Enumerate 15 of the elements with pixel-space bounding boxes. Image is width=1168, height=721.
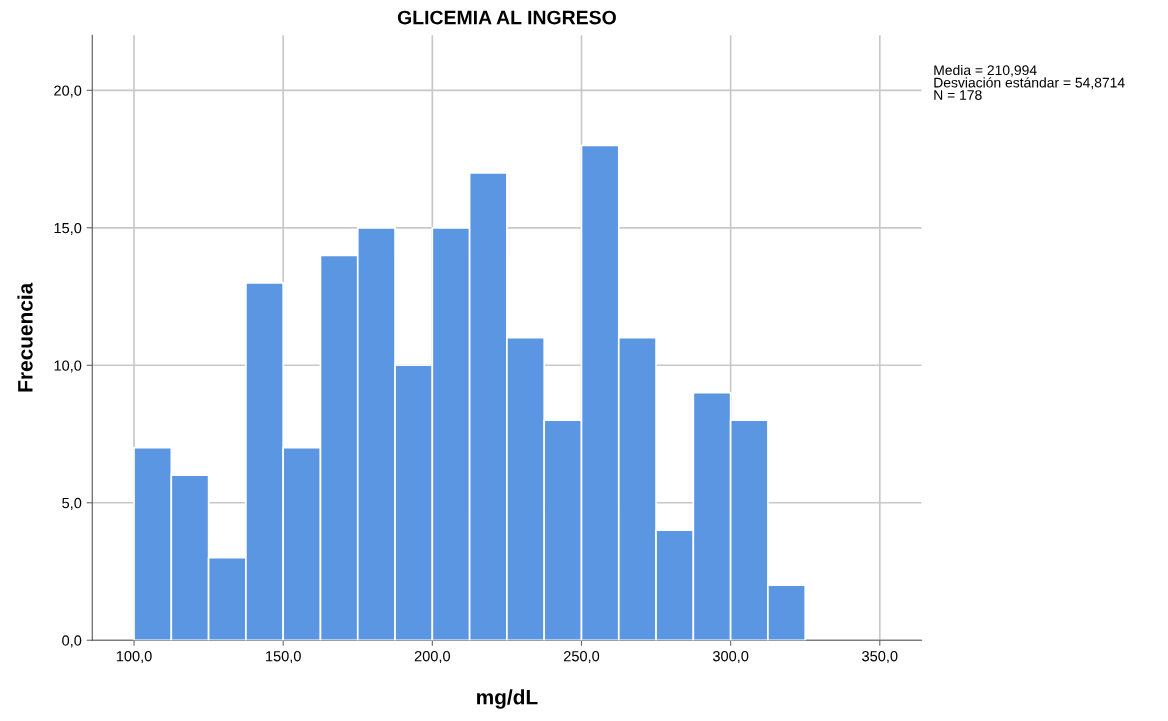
y-tick-label: 5,0 [62,497,82,510]
x-tick-label: 250,0 [563,651,600,664]
x-tick-label: 150,0 [266,651,301,664]
y-tick-label: 10,0 [54,360,82,373]
y-tick-label: 15,0 [54,222,82,235]
y-axis-title: Frecuencia [17,282,33,392]
x-axis-title: mg/dL [477,689,538,709]
chart-title: GLICEMIA AL INGRESO [397,10,616,25]
x-tick-label: 100,0 [116,651,152,664]
y-tick-label: 20,0 [54,85,82,98]
y-tick-label: 0,0 [62,635,82,648]
x-tick-label: 200,0 [414,651,451,664]
x-tick-label: 350,0 [862,651,898,664]
x-tick-label: 300,0 [712,651,749,664]
text: Media = 210,994 Desviación estándar = 54,8714 N = 178 [934,64,1125,100]
